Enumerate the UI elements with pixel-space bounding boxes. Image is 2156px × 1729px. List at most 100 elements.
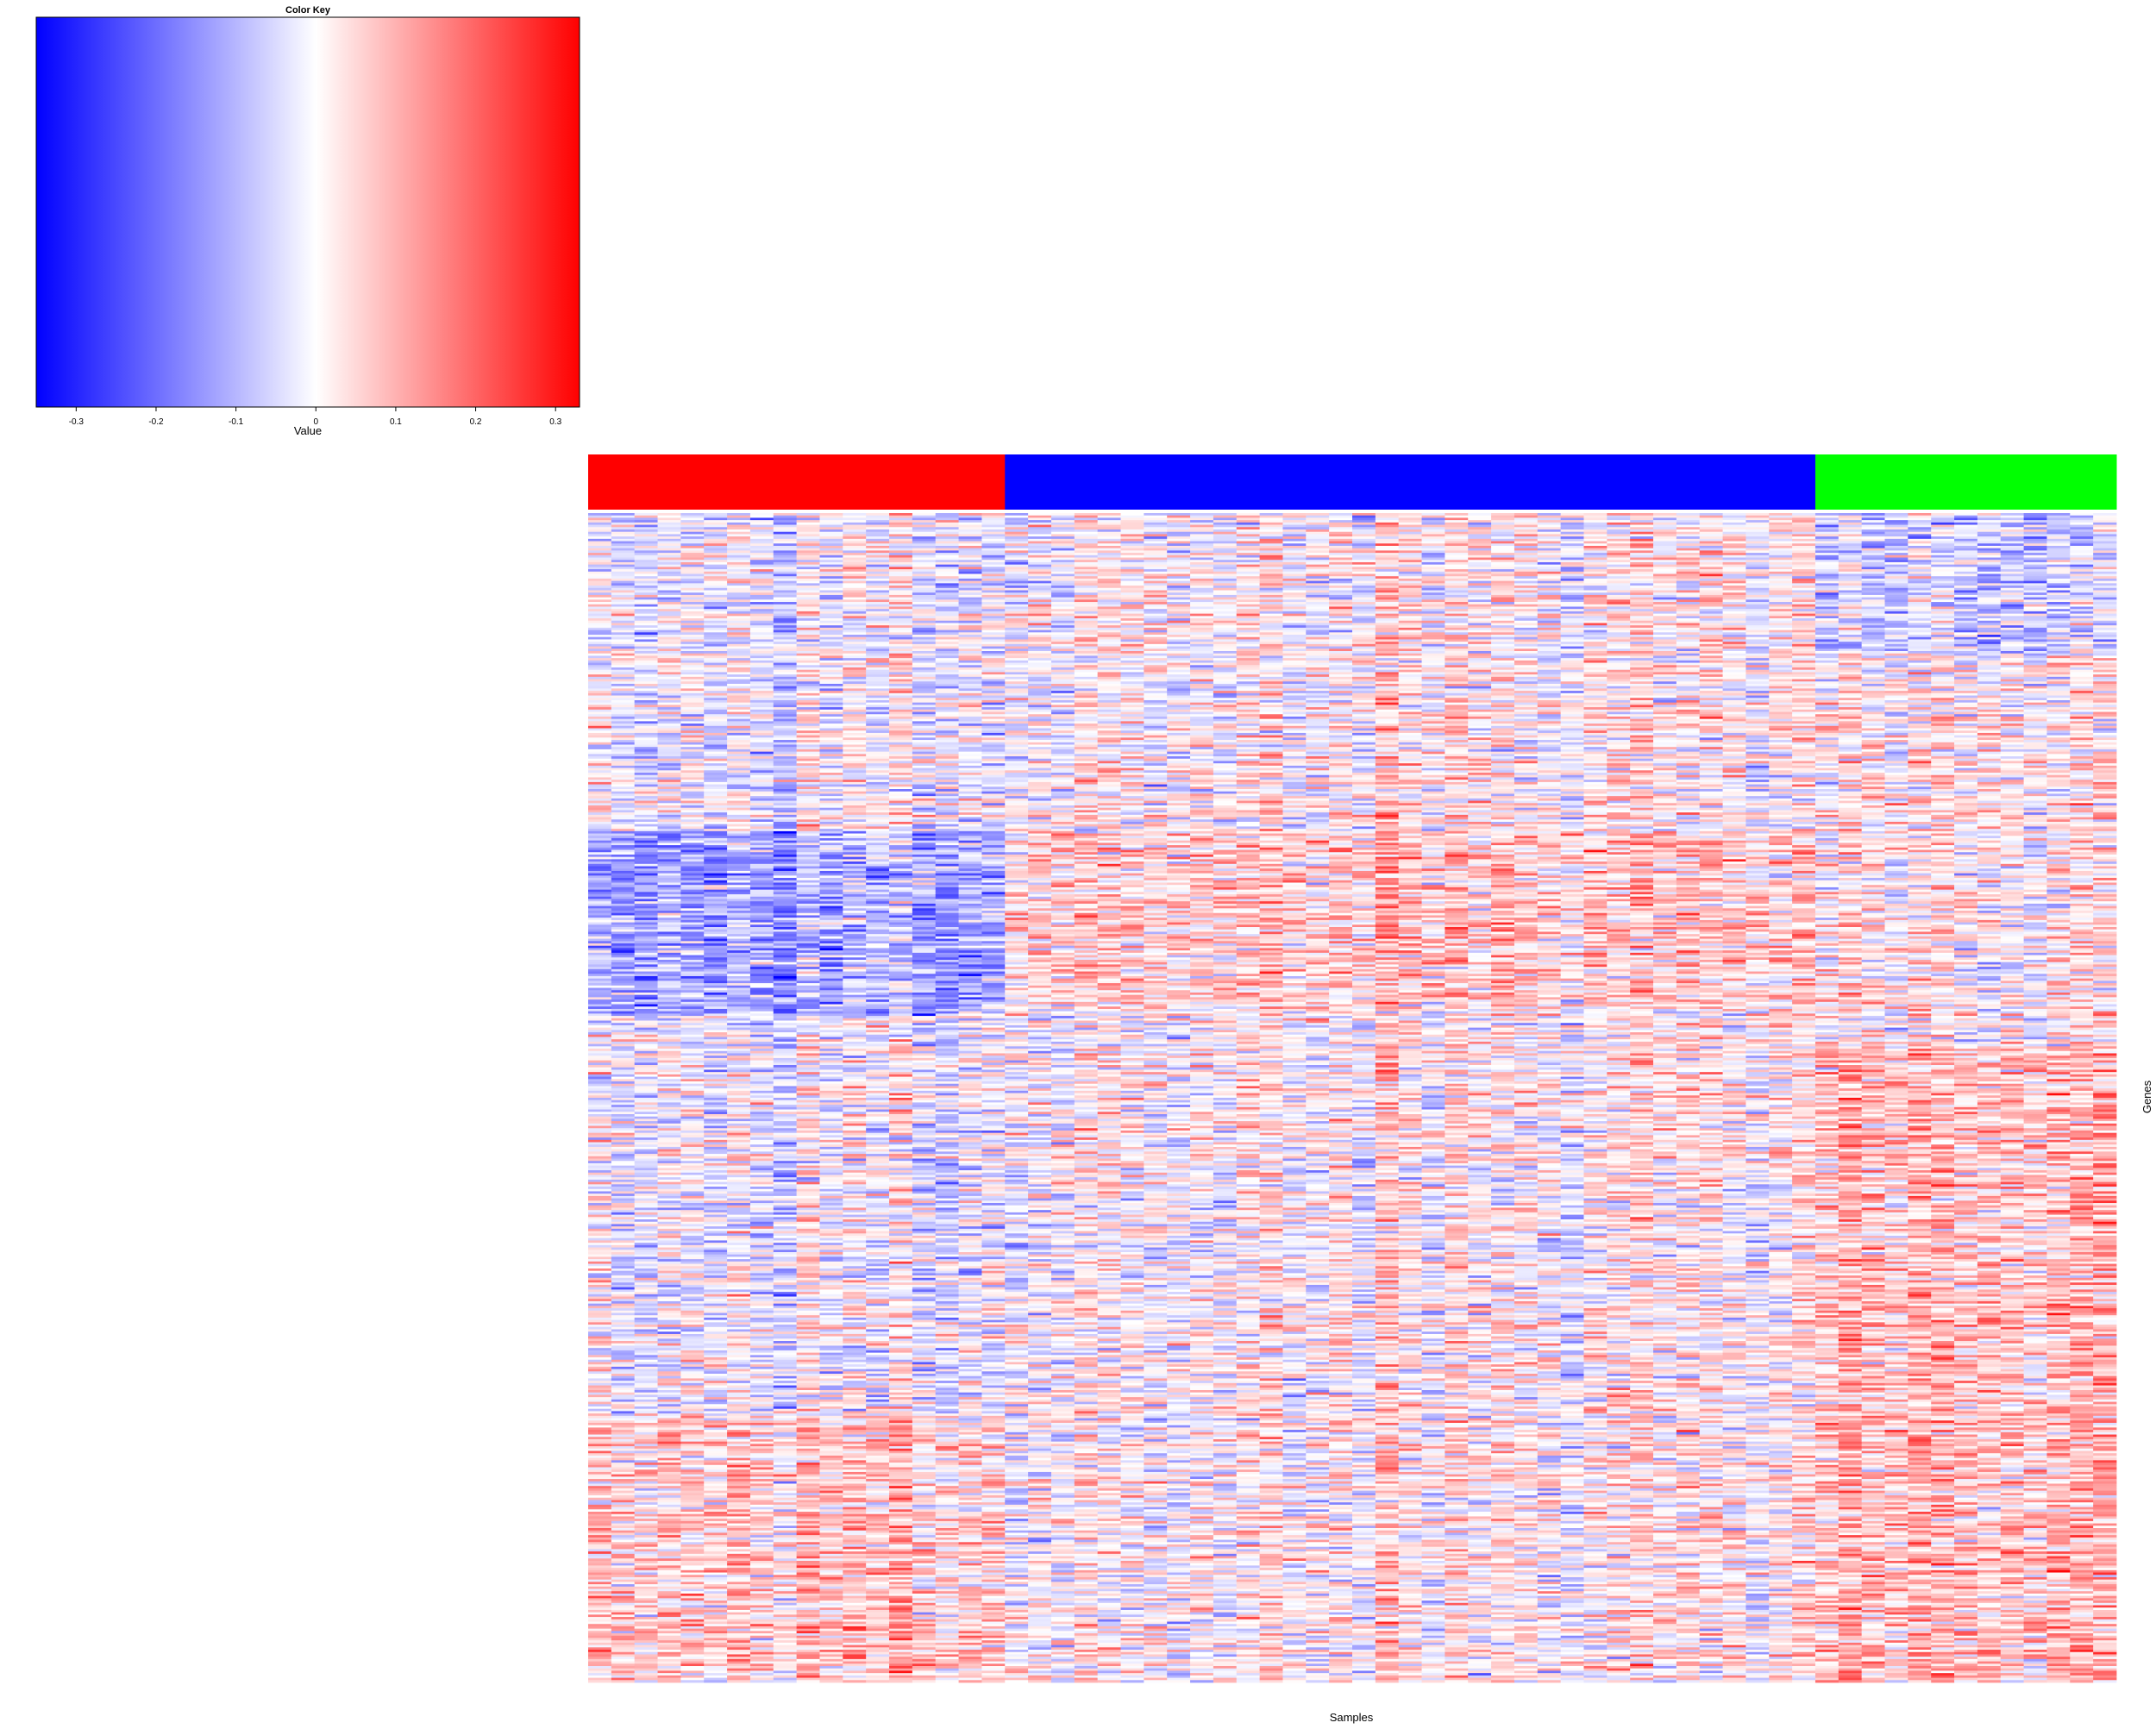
heatmap-cell: [588, 1624, 611, 1626]
heatmap-cell: [658, 1624, 681, 1626]
heatmap-cell: [704, 1468, 727, 1470]
heatmap-cell: [658, 822, 681, 824]
heatmap-cell: [658, 829, 681, 831]
heatmap-cell: [797, 1376, 820, 1379]
heatmap-cell: [750, 1676, 774, 1678]
heatmap-cell: [611, 885, 635, 887]
heatmap-cell: [750, 599, 774, 602]
heatmap-cell: [611, 1184, 635, 1187]
heatmap-cell: [704, 532, 727, 535]
heatmap-cell: [588, 1453, 611, 1456]
heatmap-cell: [750, 810, 774, 812]
heatmap-cell: [588, 1182, 611, 1185]
heatmap-cell: [774, 1617, 797, 1619]
heatmap-cell: [704, 1143, 727, 1145]
heatmap-cell: [680, 1256, 704, 1259]
heatmap-cell: [680, 934, 704, 937]
heatmap-cell: [680, 1200, 704, 1203]
heatmap-cell: [797, 1334, 820, 1337]
heatmap-cell: [750, 1650, 774, 1652]
heatmap-cell: [658, 1584, 681, 1587]
heatmap-cell: [680, 1565, 704, 1568]
heatmap-cell: [774, 1603, 797, 1606]
heatmap-cell: [797, 864, 820, 867]
heatmap-cell: [774, 976, 797, 979]
heatmap-cell: [658, 1255, 681, 1257]
heatmap-cell: [588, 1252, 611, 1255]
heatmap-cell: [611, 1624, 635, 1626]
heatmap-cell: [611, 855, 635, 857]
heatmap-cell: [774, 598, 797, 600]
heatmap-cell: [635, 983, 658, 986]
heatmap-cell: [611, 1557, 635, 1559]
heatmap-cell: [797, 1262, 820, 1264]
heatmap-cell: [727, 1446, 750, 1449]
heatmap-cell: [611, 1669, 635, 1671]
heatmap-cell: [611, 663, 635, 666]
heatmap-cell: [750, 763, 774, 766]
heatmap-cell: [750, 1042, 774, 1044]
heatmap-cell: [611, 681, 635, 684]
heatmap-cell: [680, 829, 704, 831]
heatmap-cell: [750, 1483, 774, 1486]
heatmap-cell: [774, 960, 797, 962]
heatmap-cell: [588, 1525, 611, 1528]
heatmap-cell: [704, 1638, 727, 1640]
heatmap-cell: [635, 1079, 658, 1081]
heatmap-cell: [680, 1189, 704, 1192]
heatmap-cell: [704, 592, 727, 595]
heatmap-cell: [797, 667, 820, 670]
heatmap-cell: [704, 516, 727, 518]
heatmap-cell: [774, 1166, 797, 1168]
heatmap-cell: [611, 736, 635, 738]
heatmap-cell: [588, 591, 611, 593]
heatmap-cell: [611, 962, 635, 965]
heatmap-cell: [588, 1250, 611, 1252]
heatmap-cell: [635, 724, 658, 726]
heatmap-cell: [658, 1322, 681, 1325]
heatmap-cell: [611, 1468, 635, 1470]
heatmap-cell: [680, 655, 704, 658]
heatmap-cell: [658, 1069, 681, 1072]
heatmap-cell: [588, 1603, 611, 1606]
heatmap-cell: [611, 967, 635, 969]
heatmap-cell: [750, 558, 774, 561]
heatmap-cell: [635, 841, 658, 843]
heatmap-cell: [704, 1350, 727, 1353]
heatmap-cell: [774, 648, 797, 651]
heatmap-cell: [704, 1606, 727, 1608]
heatmap-cell: [750, 875, 774, 878]
heatmap-cell: [658, 819, 681, 822]
heatmap-cell: [750, 979, 774, 981]
heatmap-cell: [680, 1072, 704, 1074]
heatmap-cell: [750, 1633, 774, 1636]
heatmap-cell: [704, 581, 727, 584]
heatmap-cell: [588, 1013, 611, 1016]
heatmap-cell: [680, 1289, 704, 1292]
heatmap-cell: [704, 1446, 727, 1449]
heatmap-cell: [774, 1444, 797, 1446]
heatmap-cell: [774, 874, 797, 876]
heatmap-cell: [797, 777, 820, 780]
heatmap-cell: [588, 777, 611, 780]
heatmap-cell: [611, 1549, 635, 1551]
heatmap-cell: [750, 1402, 774, 1405]
heatmap-cell: [797, 799, 820, 801]
heatmap-cell: [750, 703, 774, 705]
heatmap-cell: [635, 1325, 658, 1327]
heatmap-cell: [680, 1325, 704, 1327]
heatmap-cell: [774, 543, 797, 546]
heatmap-cell: [774, 1678, 797, 1681]
heatmap-cell: [658, 1619, 681, 1622]
heatmap-cell: [797, 542, 820, 544]
heatmap-cell: [680, 911, 704, 913]
heatmap-cell: [704, 1151, 727, 1154]
heatmap-cell: [658, 1182, 681, 1185]
heatmap-cell: [611, 775, 635, 778]
heatmap-cell: [611, 618, 635, 621]
heatmap-cell: [588, 717, 611, 719]
heatmap-cell: [750, 1394, 774, 1397]
heatmap-cell: [588, 1074, 611, 1077]
heatmap-cell: [680, 768, 704, 771]
heatmap-cell: [774, 878, 797, 880]
